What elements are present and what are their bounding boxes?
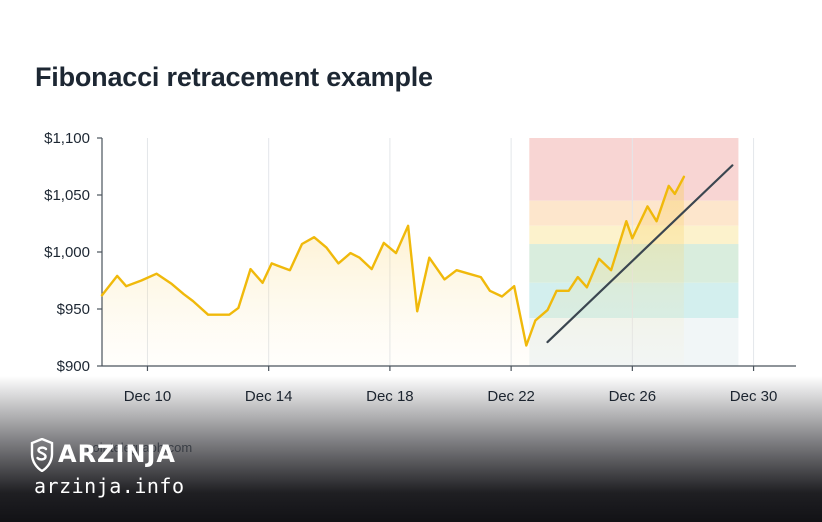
y-tick-label-4: $1,100: [44, 130, 90, 147]
fib-band-0: [529, 138, 739, 201]
price-series-line: [100, 175, 686, 347]
y-tick-label-2: $1,000: [44, 244, 90, 261]
axes: [97, 137, 796, 371]
x-tick-label-4: Dec 26: [609, 388, 657, 405]
watermark: ARZINJA arzinja.info: [30, 434, 190, 504]
trend-line: [546, 164, 734, 344]
y-axis-tick-labels: $900 $950 $1,000 $1,050 $1,100: [44, 130, 90, 375]
x-tick-label-5: Dec 30: [730, 388, 778, 405]
x-axis-tick-labels: Dec 10 Dec 14 Dec 18 Dec 22 Dec 26 Dec 30: [124, 388, 778, 405]
price-line: [100, 175, 686, 347]
x-tick-label-0: Dec 10: [124, 388, 172, 405]
x-tick-label-3: Dec 22: [487, 388, 535, 405]
chart-title: Fibonacci retracement example: [35, 62, 433, 92]
watermark-url: arzinja.info: [34, 474, 185, 498]
y-tick-label-0: $900: [57, 358, 90, 375]
fib-band-1: [529, 200, 739, 226]
y-tick-label-1: $950: [57, 301, 90, 318]
shield-logo-icon: [30, 438, 54, 472]
y-tick-label-3: $1,050: [44, 187, 90, 204]
x-tick-label-2: Dec 18: [366, 388, 414, 405]
x-tick-label-1: Dec 14: [245, 388, 293, 405]
fib-trend-line: [546, 164, 734, 344]
watermark-brand: ARZINJA: [58, 440, 176, 468]
